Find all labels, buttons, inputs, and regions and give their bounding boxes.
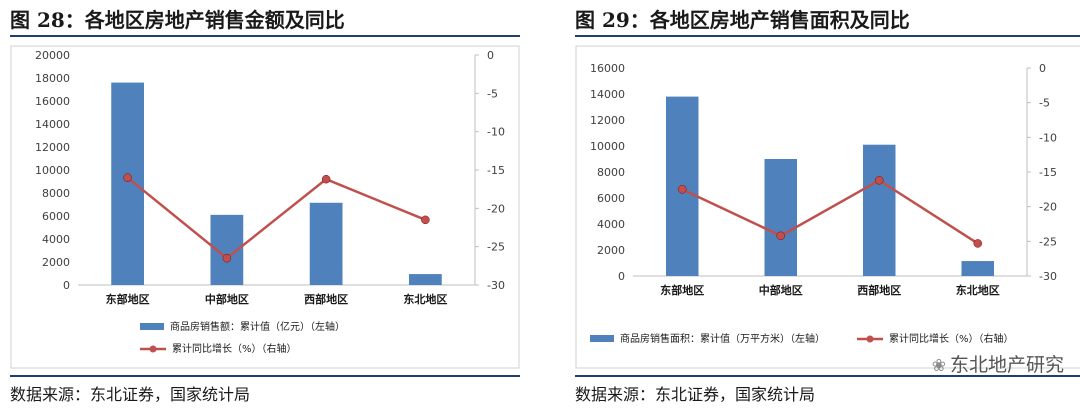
right-axis-tick: -20	[1039, 201, 1057, 214]
figure-28: 图 28：各地区房地产销售金额及同比 0 2000 4000 6000 8000 1000…	[10, 0, 530, 408]
chart-28: 0 2000 4000 6000 8000 10000 12000 14000 16000 180…	[10, 45, 520, 369]
line-point	[123, 173, 132, 182]
legend-label: 商品房销售面积：累计值（万平方米）（左轴）	[620, 332, 825, 345]
watermark-text: 东北地产研究	[949, 354, 1064, 376]
legend-label: 累计同比增长（%）（右轴）	[889, 332, 1014, 345]
title-rule	[10, 35, 520, 37]
chart-29: 0 2000 4000 6000 8000 10000 12000 14000 16000 0 -5…	[575, 45, 1080, 369]
figure-title: 图 28：各地区房地产销售金额及同比	[10, 8, 345, 32]
left-axis-tick: 8000	[42, 187, 70, 200]
category-label: 中部地区	[759, 283, 803, 297]
source-rule	[575, 375, 1080, 377]
legend-label: 累计同比增长（%）（右轴）	[172, 342, 297, 355]
right-axis-tick: -20	[487, 202, 505, 215]
left-axis-tick: 8000	[597, 166, 625, 179]
line-point	[973, 239, 982, 248]
left-axis-tick: 10000	[590, 140, 625, 153]
bar	[764, 159, 798, 276]
wechat-icon: ❀	[931, 356, 946, 376]
category-label: 东北地区	[956, 283, 1000, 297]
legend-swatch-marker	[149, 345, 157, 353]
left-axis-tick: 14000	[35, 118, 70, 131]
line-point	[776, 231, 785, 241]
line-point	[875, 176, 884, 185]
chart-frame	[575, 45, 1080, 369]
right-axis-tick: -15	[487, 164, 505, 177]
bar	[408, 274, 442, 285]
line-point	[421, 215, 430, 225]
right-axis-tick: 0	[1039, 62, 1046, 75]
category-label: 东部地区	[106, 292, 150, 306]
right-axis-tick: -25	[487, 241, 505, 254]
left-axis-tick: 18000	[35, 72, 70, 85]
left-axis-tick: 12000	[590, 114, 625, 127]
category-label: 东部地区	[660, 283, 704, 297]
left-axis-tick: 12000	[35, 141, 70, 154]
left-axis-tick: 2000	[42, 256, 70, 269]
category-label: 中部地区	[205, 292, 249, 306]
title-rule	[575, 35, 1080, 37]
legend-label: 商品房销售额：累计值（亿元）（左轴）	[170, 320, 345, 333]
left-axis-tick: 0	[618, 270, 625, 283]
right-axis-tick: -25	[1039, 235, 1057, 248]
left-axis-tick: 6000	[42, 210, 70, 223]
figure-title: 图 29：各地区房地产销售面积及同比	[575, 8, 910, 32]
right-axis-tick: -10	[487, 126, 505, 139]
right-axis-tick: -10	[1039, 131, 1057, 144]
watermark: ❀ 东北地产研究	[932, 350, 1064, 377]
right-axis-tick: -30	[1039, 270, 1057, 283]
right-axis-tick: -5	[487, 87, 498, 100]
bar	[961, 261, 995, 276]
left-axis-tick: 2000	[597, 244, 625, 257]
bar	[309, 202, 343, 285]
legend-swatch-bar	[590, 335, 614, 342]
legend-swatch-marker	[866, 335, 874, 343]
series-line	[681, 178, 979, 245]
figure-29: 图 29：各地区房地产销售面积及同比 0 2000 4000 6000 8000 1000…	[575, 0, 1080, 408]
line-point	[321, 174, 331, 184]
left-axis-tick: 4000	[597, 218, 625, 231]
series-line	[126, 176, 426, 260]
left-axis-tick: 0	[63, 279, 70, 292]
left-axis-tick: 14000	[590, 88, 625, 101]
line-point	[222, 253, 232, 263]
figure-source: 数据来源：东北证券，国家统计局	[575, 385, 816, 404]
left-axis-tick: 16000	[590, 62, 625, 75]
left-axis-tick: 4000	[42, 233, 70, 246]
legend-swatch-bar	[140, 323, 164, 330]
left-axis-tick: 6000	[597, 192, 625, 205]
line-point	[678, 185, 687, 194]
figure-source: 数据来源：东北证券，国家统计局	[10, 385, 251, 404]
bar	[862, 144, 896, 276]
left-axis-tick: 16000	[35, 95, 70, 108]
left-axis-tick: 20000	[35, 49, 70, 62]
right-axis-tick: -15	[1039, 166, 1057, 179]
chart-frame	[10, 45, 520, 369]
right-axis-tick: 0	[487, 49, 494, 62]
category-label: 西部地区	[857, 283, 901, 297]
right-axis-tick: -5	[1039, 97, 1050, 110]
bar	[111, 82, 145, 285]
category-label: 东北地区	[403, 292, 447, 306]
category-label: 西部地区	[304, 292, 348, 306]
right-axis-tick: -30	[487, 279, 505, 292]
left-axis-tick: 10000	[35, 164, 70, 177]
source-rule	[10, 375, 520, 377]
